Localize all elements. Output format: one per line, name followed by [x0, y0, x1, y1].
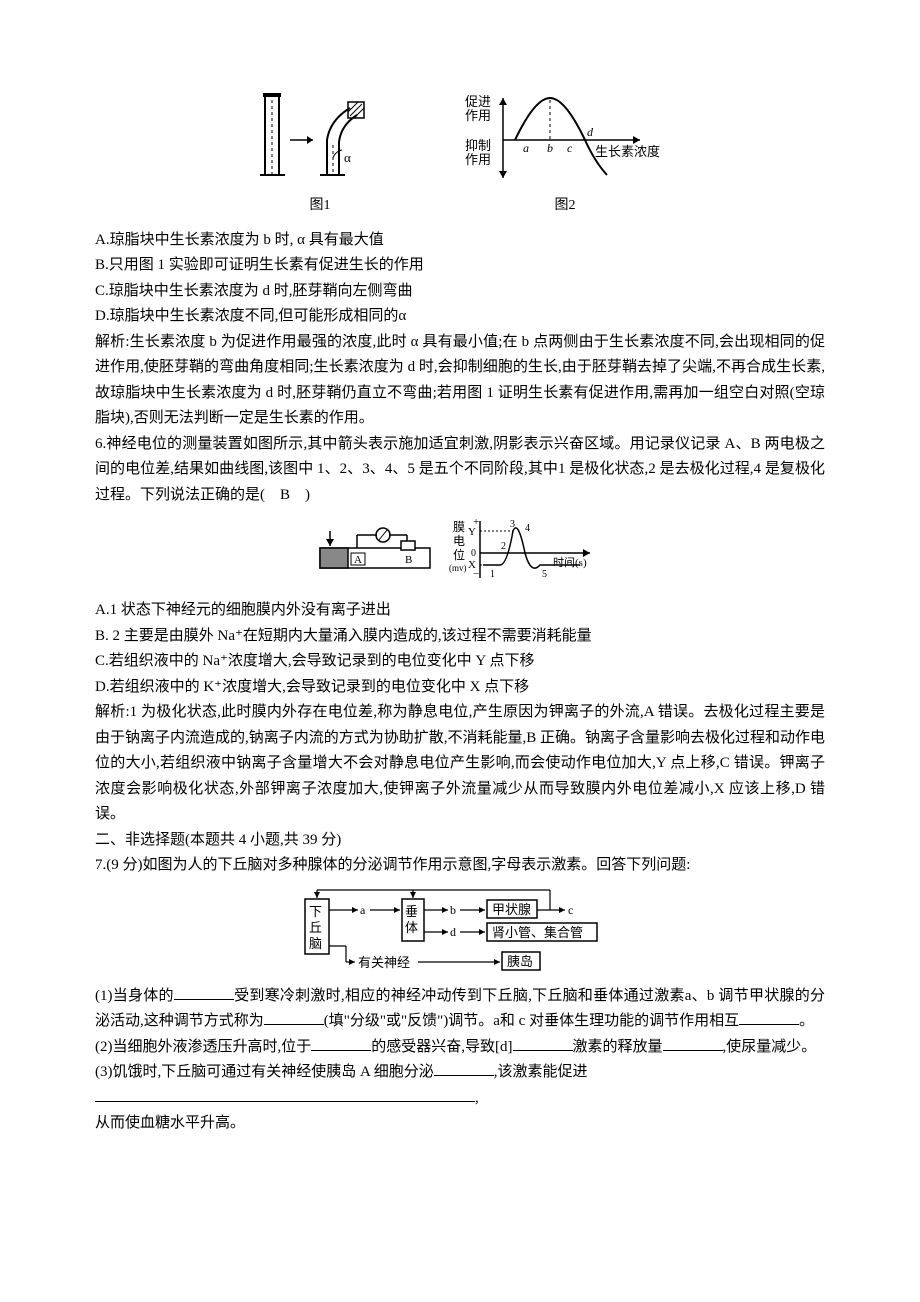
figure-4-row: 下 丘 脑 a 垂 体 b 甲状腺 c d: [95, 884, 825, 979]
q7-1d: 。: [799, 1013, 814, 1029]
f3-zero: 0: [471, 548, 476, 559]
blank-5: [513, 1036, 573, 1051]
q7-2b: 的感受器兴奋,导致[d]: [371, 1039, 512, 1055]
q7-1a: (1)当身体的: [95, 988, 174, 1004]
q7-3b: ,该激素能促进: [494, 1064, 588, 1080]
f2-ybot1: 抑制: [465, 138, 491, 153]
blank-3: [739, 1010, 799, 1025]
f2-xlabel: 生长素浓度: [595, 144, 660, 159]
blank-6: [663, 1036, 723, 1051]
f3-n1: 1: [490, 569, 495, 580]
f4-hypo3: 脑: [309, 936, 322, 951]
q6-optC: C.若组织液中的 Na⁺浓度增大,会导致记录到的电位变化中 Y 点下移: [95, 649, 825, 675]
figure-1-label: 图1: [310, 194, 331, 218]
q5-optB: B.只用图 1 实验即可证明生长素有促进生长的作用: [95, 253, 825, 279]
q5-optC: C.琼脂块中生长素浓度为 d 时,胚芽鞘向左侧弯曲: [95, 279, 825, 305]
f2-ytop1: 促进: [465, 94, 491, 109]
q7-2a: (2)当细胞外液渗透压升高时,位于: [95, 1039, 311, 1055]
f2-a: a: [523, 141, 529, 155]
q7-2: (2)当细胞外液渗透压升高时,位于 的感受器兴奋,导致[d] 激素的释放量 ,使尿量减…: [95, 1035, 825, 1061]
q7-1c: (填"分级"或"反馈")调节。a和 c 对垂体生理功能的调节作用相互: [324, 1013, 739, 1029]
figures-row: α 图1 促进 作用 抑制 作用 a b c d 生长素浓度: [95, 90, 825, 218]
q7-stem: 7.(9 分)如图为人的下丘脑对多种腺体的分泌调节作用示意图,字母表示激素。回答…: [95, 853, 825, 879]
q6-stem-block: 6.神经电位的测量装置如图所示,其中箭头表示施加适宜刺激,阴影表示兴奋区域。用记…: [95, 432, 825, 509]
q7-2c: 激素的释放量: [573, 1039, 663, 1055]
q6-analysis: 解析:1 为极化状态,此时膜内外存在电位差,称为静息电位,产生原因为钾离子的外流…: [95, 700, 825, 828]
figure-2-svg: 促进 作用 抑制 作用 a b c d 生长素浓度: [465, 90, 665, 190]
f4-pit1: 垂: [405, 904, 418, 919]
q7-3d: 从而使血糖水平升高。: [95, 1111, 825, 1137]
alpha-label: α: [344, 150, 351, 165]
f2-ytop2: 作用: [465, 108, 491, 123]
q7-3: (3)饥饿时,下丘脑可通过有关神经使胰岛 A 细胞分泌 ,该激素能促进,: [95, 1060, 825, 1111]
q7-3a: (3)饥饿时,下丘脑可通过有关神经使胰岛 A 细胞分泌: [95, 1064, 434, 1080]
blank-1: [174, 985, 234, 1000]
figure-2-block: 促进 作用 抑制 作用 a b c d 生长素浓度 图2: [465, 90, 665, 218]
figure-2-label: 图2: [555, 194, 576, 218]
figure-4-svg: 下 丘 脑 a 垂 体 b 甲状腺 c d: [300, 884, 620, 979]
f4-kidney: 肾小管、集合管: [492, 925, 583, 940]
q7-3c: ,: [475, 1090, 479, 1106]
f3-yl4: (mv): [449, 563, 467, 573]
f3-n3: 3: [510, 519, 515, 530]
q6-optA: A.1 状态下神经元的细胞膜内外没有离子进出: [95, 598, 825, 624]
blank-8: [95, 1087, 475, 1102]
f3-yl3: 位: [453, 547, 465, 562]
q6-optB: B. 2 主要是由膜外 Na⁺在短期内大量涌入膜内造成的,该过程不需要消耗能量: [95, 624, 825, 650]
f3-xlabel: 时间(s): [553, 556, 587, 569]
q6-optD: D.若组织液中的 K⁺浓度增大,会导致记录到的电位变化中 X 点下移: [95, 675, 825, 701]
f4-b: b: [450, 903, 456, 917]
f3-yl2: 电: [453, 534, 465, 548]
figure-1-block: α 图1: [255, 90, 385, 218]
q5-optD: D.琼脂块中生长素浓度不同,但可能形成相同的α: [95, 304, 825, 330]
f3-n2: 2: [501, 541, 506, 552]
f4-pit2: 体: [405, 920, 418, 935]
q5-optA: A.琼脂块中生长素浓度为 b 时, α 具有最大值: [95, 228, 825, 254]
f4-hypo1: 下: [309, 904, 322, 919]
f3-n5: 5: [542, 569, 547, 580]
f4-a: a: [360, 903, 366, 917]
q7-sub-block: (1)当身体的受到寒冷刺激时,相应的神经冲动传到下丘脑,下丘脑和垂体通过激素a、…: [95, 984, 825, 1137]
f2-ybot2: 作用: [465, 152, 491, 167]
f4-nerve: 有关神经: [358, 955, 410, 970]
f3-X: X: [468, 559, 476, 571]
figure-3-svg: A B 膜 电 位 (mv) + − 0 Y X 1 2 3 4 5 时间(s): [315, 513, 605, 593]
f4-hypo2: 丘: [309, 920, 322, 935]
q7-1: (1)当身体的受到寒冷刺激时,相应的神经冲动传到下丘脑,下丘脑和垂体通过激素a、…: [95, 984, 825, 1035]
f2-d: d: [587, 125, 594, 139]
f2-c: c: [567, 141, 573, 155]
f3-Y: Y: [468, 526, 476, 538]
blank-2: [264, 1010, 324, 1025]
f3-yl1: 膜: [453, 520, 465, 534]
f3-n4: 4: [525, 523, 530, 534]
blank-4: [311, 1036, 371, 1051]
f4-thyroid: 甲状腺: [492, 902, 531, 917]
f3-B: B: [405, 554, 412, 566]
q5-analysis: 解析:生长素浓度 b 为促进作用最强的浓度,此时 α 具有最小值;在 b 点两侧…: [95, 330, 825, 432]
blank-7: [434, 1061, 494, 1076]
q7-2d: ,使尿量减少。: [723, 1039, 817, 1055]
f3-A: A: [354, 554, 362, 566]
q6-options-block: A.1 状态下神经元的细胞膜内外没有离子进出 B. 2 主要是由膜外 Na⁺在短…: [95, 598, 825, 879]
f4-d: d: [450, 925, 456, 939]
f4-islet: 胰岛: [507, 954, 533, 969]
section-2-header: 二、非选择题(本题共 4 小题,共 39 分): [95, 828, 825, 854]
f2-b: b: [547, 141, 553, 155]
q5-options-block: A.琼脂块中生长素浓度为 b 时, α 具有最大值 B.只用图 1 实验即可证明…: [95, 228, 825, 432]
q6-stem: 6.神经电位的测量装置如图所示,其中箭头表示施加适宜刺激,阴影表示兴奋区域。用记…: [95, 432, 825, 509]
f4-c: c: [568, 903, 573, 917]
figure-1-svg: α: [255, 90, 385, 190]
figure-3-row: A B 膜 电 位 (mv) + − 0 Y X 1 2 3 4 5 时间(s): [95, 513, 825, 593]
